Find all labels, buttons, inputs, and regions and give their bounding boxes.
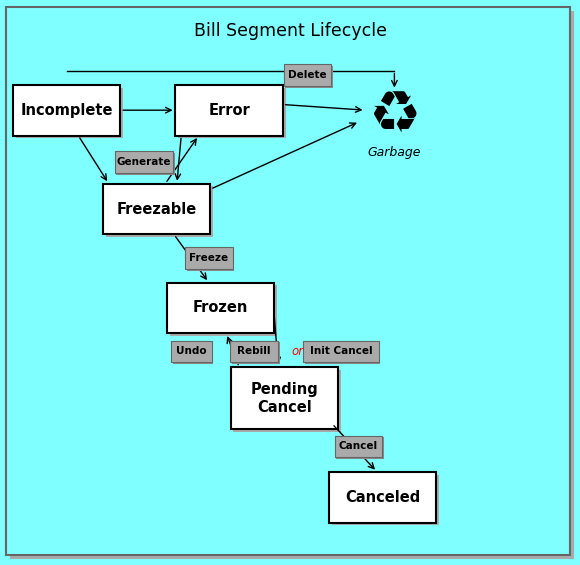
Text: Undo: Undo (176, 346, 206, 357)
FancyBboxPatch shape (185, 247, 233, 269)
Text: Frozen: Frozen (193, 301, 248, 315)
FancyBboxPatch shape (6, 7, 570, 555)
FancyBboxPatch shape (179, 88, 285, 138)
FancyBboxPatch shape (167, 282, 274, 333)
FancyBboxPatch shape (335, 436, 382, 457)
FancyBboxPatch shape (285, 66, 333, 88)
Text: Freezable: Freezable (117, 202, 197, 216)
Text: Cancel: Cancel (339, 441, 378, 451)
Text: Garbage: Garbage (368, 146, 421, 159)
Text: Canceled: Canceled (345, 490, 420, 505)
FancyBboxPatch shape (169, 285, 277, 336)
FancyBboxPatch shape (230, 341, 278, 362)
Text: Incomplete: Incomplete (20, 103, 113, 118)
FancyBboxPatch shape (171, 341, 212, 362)
Text: Init Cancel: Init Cancel (310, 346, 372, 357)
Text: Bill Segment Lifecycle: Bill Segment Lifecycle (194, 22, 386, 40)
Text: Generate: Generate (117, 157, 171, 167)
FancyBboxPatch shape (187, 249, 234, 271)
Text: or: or (292, 345, 303, 358)
Text: Rebill: Rebill (237, 346, 271, 357)
FancyBboxPatch shape (233, 370, 340, 432)
FancyBboxPatch shape (103, 184, 211, 234)
FancyBboxPatch shape (106, 186, 213, 237)
FancyBboxPatch shape (332, 475, 440, 525)
FancyBboxPatch shape (175, 85, 283, 136)
Text: ♻: ♻ (368, 88, 420, 144)
FancyBboxPatch shape (173, 342, 213, 364)
FancyBboxPatch shape (329, 472, 436, 523)
FancyBboxPatch shape (303, 341, 379, 362)
FancyBboxPatch shape (284, 64, 331, 86)
FancyBboxPatch shape (13, 85, 121, 136)
FancyBboxPatch shape (230, 367, 338, 429)
Text: Freeze: Freeze (189, 253, 229, 263)
Text: Pending
Cancel: Pending Cancel (251, 382, 318, 415)
FancyBboxPatch shape (10, 11, 574, 559)
Text: Error: Error (208, 103, 250, 118)
FancyBboxPatch shape (16, 88, 123, 138)
FancyBboxPatch shape (115, 151, 173, 173)
FancyBboxPatch shape (116, 153, 175, 175)
Text: Delete: Delete (288, 70, 327, 80)
FancyBboxPatch shape (232, 342, 280, 364)
FancyBboxPatch shape (336, 437, 384, 459)
FancyBboxPatch shape (305, 342, 380, 364)
